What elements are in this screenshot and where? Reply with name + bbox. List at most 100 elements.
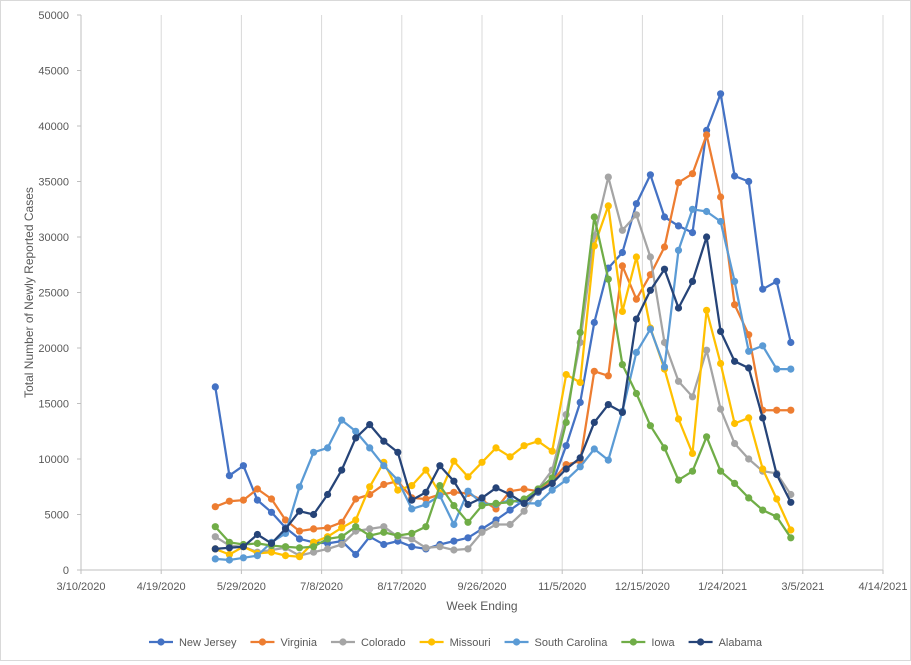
data-point-alabama <box>759 414 767 422</box>
data-point-alabama <box>478 494 486 502</box>
legend-item-colorado: Colorado <box>330 637 406 649</box>
series-missouri <box>211 202 795 561</box>
data-point-new-jersey <box>352 550 360 559</box>
data-point-colorado <box>450 546 458 554</box>
data-point-missouri <box>745 414 753 422</box>
data-point-missouri <box>352 516 360 524</box>
data-point-south-carolina <box>576 463 584 471</box>
data-point-south-carolina <box>366 444 374 452</box>
data-point-alabama <box>632 315 641 323</box>
y-axis-title: Total Number of Newly Reported Cases <box>22 187 36 398</box>
data-point-missouri <box>548 447 556 455</box>
data-point-iowa <box>394 532 402 540</box>
data-point-new-jersey <box>267 508 276 516</box>
y-tick-label: 15000 <box>38 399 69 411</box>
x-tick-label: 5/29/2020 <box>217 581 266 593</box>
data-point-iowa <box>408 529 416 538</box>
legend-item-new-jersey: New Jersey <box>148 637 237 649</box>
legend-marker-iowa <box>629 638 637 646</box>
data-point-missouri <box>632 253 641 261</box>
data-point-iowa <box>225 538 233 546</box>
data-point-iowa <box>492 499 500 507</box>
legend-marker-missouri <box>428 638 436 646</box>
data-point-iowa <box>324 535 332 543</box>
data-point-alabama <box>604 401 612 409</box>
data-point-iowa <box>787 534 795 542</box>
data-point-alabama <box>338 466 346 474</box>
data-point-virginia <box>239 496 247 504</box>
data-point-missouri <box>674 415 683 423</box>
data-point-virginia <box>380 480 388 489</box>
data-point-colorado <box>366 525 374 533</box>
data-point-virginia <box>688 170 697 178</box>
data-point-south-carolina <box>674 246 683 254</box>
legend-item-missouri: Missouri <box>419 637 491 649</box>
data-point-missouri <box>520 442 528 450</box>
data-point-iowa <box>310 543 318 551</box>
data-point-virginia <box>787 406 795 414</box>
data-point-missouri <box>787 526 795 534</box>
data-point-missouri <box>717 359 725 368</box>
data-point-colorado <box>408 535 416 543</box>
y-tick-label: 40000 <box>38 121 69 133</box>
data-point-iowa <box>717 467 725 475</box>
data-point-colorado <box>520 507 528 515</box>
data-point-alabama <box>464 500 472 509</box>
axes <box>77 14 884 574</box>
data-point-iowa <box>436 482 444 490</box>
data-point-new-jersey <box>646 171 655 179</box>
data-point-south-carolina <box>408 505 416 513</box>
data-point-missouri <box>506 453 514 461</box>
data-point-new-jersey <box>787 338 795 347</box>
data-point-colorado <box>380 523 388 531</box>
data-point-alabama <box>310 510 318 519</box>
data-point-iowa <box>366 532 374 540</box>
data-point-new-jersey <box>225 472 233 480</box>
data-point-colorado <box>745 455 753 463</box>
data-point-new-jersey <box>590 318 598 327</box>
data-point-alabama <box>422 488 430 496</box>
y-tick-label: 5000 <box>45 510 69 522</box>
data-point-new-jersey <box>380 540 388 549</box>
data-point-missouri <box>618 307 627 315</box>
data-point-virginia <box>211 503 219 511</box>
data-point-south-carolina <box>773 365 781 373</box>
data-point-iowa <box>338 533 346 541</box>
data-point-missouri <box>562 371 570 379</box>
data-point-alabama <box>590 418 598 426</box>
data-point-virginia <box>745 331 753 339</box>
data-point-virginia <box>520 485 528 493</box>
data-point-virginia <box>267 495 276 503</box>
data-point-iowa <box>674 476 683 484</box>
data-point-colorado <box>688 393 697 401</box>
data-point-south-carolina <box>745 347 753 355</box>
data-point-virginia <box>717 193 725 201</box>
legend-item-virginia: Virginia <box>250 637 318 649</box>
data-point-missouri <box>478 458 486 466</box>
data-point-virginia <box>450 488 458 496</box>
data-point-virginia <box>674 179 683 187</box>
data-point-missouri <box>464 473 472 481</box>
data-point-new-jersey <box>731 172 739 180</box>
data-point-missouri <box>225 550 233 559</box>
y-tick-label: 50000 <box>38 10 69 22</box>
data-point-south-carolina <box>422 500 430 509</box>
series-line-missouri <box>214 204 792 558</box>
data-point-iowa <box>562 418 570 426</box>
legend-label: Missouri <box>450 637 491 649</box>
data-point-new-jersey <box>450 537 458 545</box>
data-point-iowa <box>590 213 598 221</box>
data-point-alabama <box>408 496 416 504</box>
data-point-alabama <box>211 545 219 553</box>
data-point-missouri <box>590 242 598 250</box>
data-point-iowa <box>450 502 458 510</box>
data-point-virginia <box>604 372 612 380</box>
data-point-new-jersey <box>717 90 725 98</box>
legend-label: Iowa <box>651 637 675 649</box>
data-point-virginia <box>253 485 261 493</box>
data-point-new-jersey <box>773 277 781 285</box>
data-point-new-jersey <box>562 442 570 450</box>
data-point-missouri <box>295 553 304 561</box>
